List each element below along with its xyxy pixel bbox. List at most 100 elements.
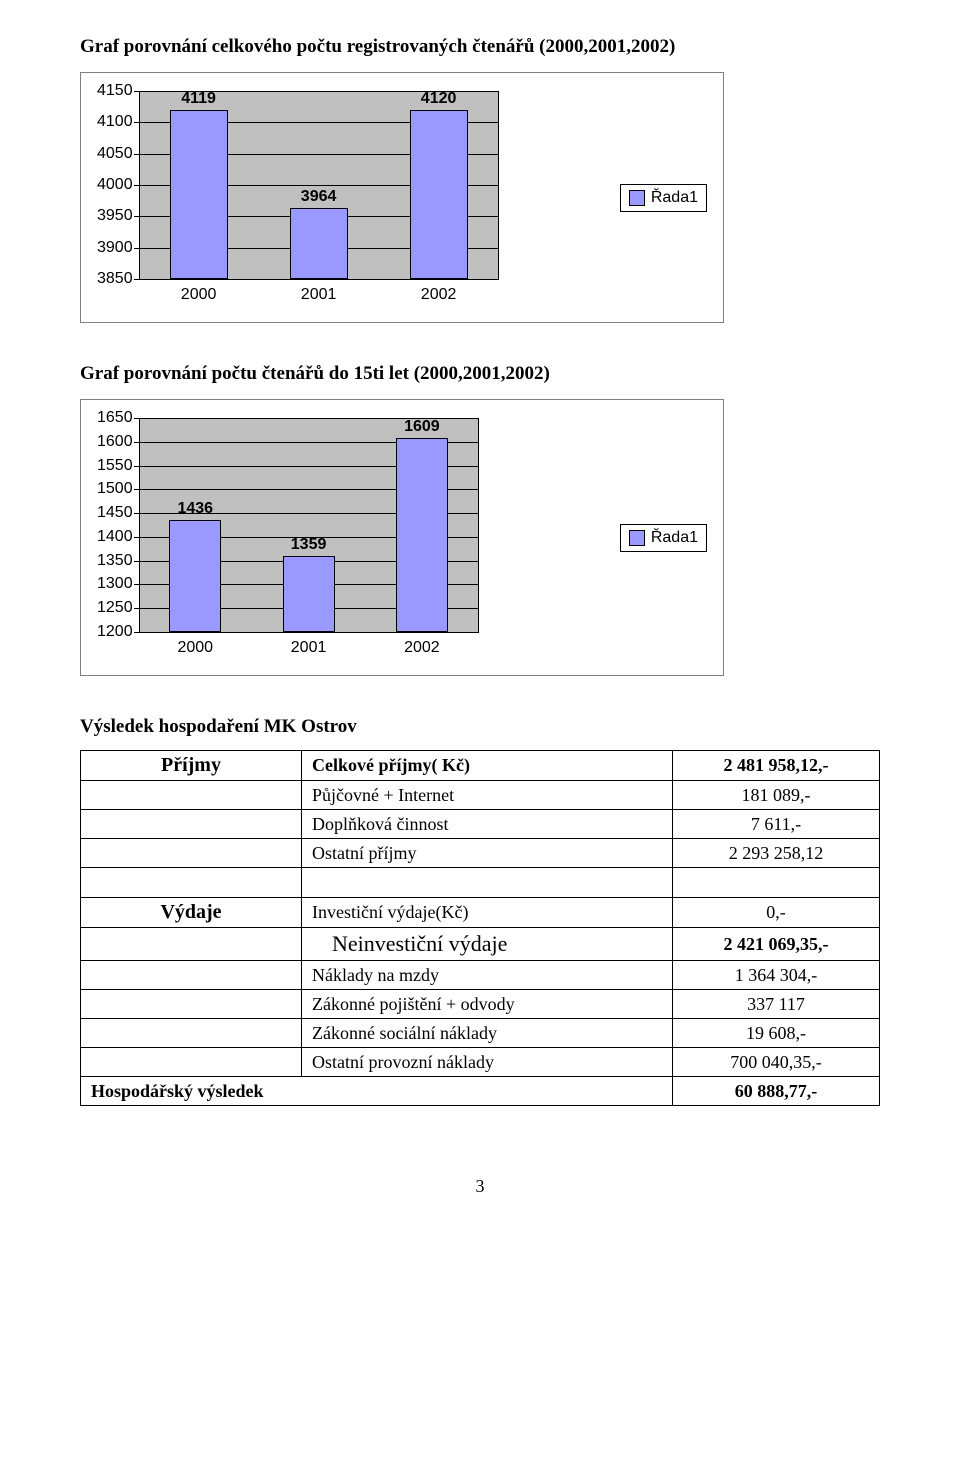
table-cell: 19 608,- xyxy=(673,1019,880,1048)
chart1-bars: 4119 3964 4120 xyxy=(139,90,499,279)
bar-value-label: 1436 xyxy=(177,500,213,518)
ytick-label: 3950 xyxy=(97,208,133,224)
chart2-bars: 143613591609 xyxy=(139,418,479,633)
ytick-label: 1500 xyxy=(97,481,133,497)
xtick-label: 2002 xyxy=(404,639,440,657)
chart2-legend-label: Řada1 xyxy=(651,529,698,547)
bar xyxy=(410,110,468,279)
table-row: PříjmyCelkové příjmy( Kč)2 481 958,12,- xyxy=(81,751,880,781)
table-cell: Hospodářský výsledek xyxy=(81,1077,673,1106)
xtick-label: 2000 xyxy=(177,639,213,657)
table-row: Doplňková činnost7 611,- xyxy=(81,810,880,839)
xtick-label: 2000 xyxy=(181,286,217,304)
ytick-label: 1400 xyxy=(97,529,133,545)
table-row: VýdajeInvestiční výdaje(Kč)0,- xyxy=(81,898,880,928)
chart2-legend-swatch xyxy=(629,530,645,546)
ytick-label: 1600 xyxy=(97,434,133,450)
table-cell: 181 089,- xyxy=(673,781,880,810)
ytick-label: 4100 xyxy=(97,114,133,130)
bar-slot: 1436 xyxy=(169,500,221,632)
ytick-label: 1250 xyxy=(97,600,133,616)
table-cell xyxy=(81,839,302,868)
table-cell: 0,- xyxy=(673,898,880,928)
table-cell: Náklady na mzdy xyxy=(302,961,673,990)
ytick-label: 3850 xyxy=(97,271,133,287)
table-cell xyxy=(81,990,302,1019)
chart2-yaxis-labels: 1650160015501500145014001350130012501200 xyxy=(97,410,139,640)
ytick-label: 1550 xyxy=(97,458,133,474)
table-row: Náklady na mzdy1 364 304,- xyxy=(81,961,880,990)
bar-value-label: 1609 xyxy=(404,418,440,436)
chart1-legend-swatch xyxy=(629,190,645,206)
chart1-yaxis-labels: 4150 4100 4050 4000 3950 3900 3850 xyxy=(97,83,139,287)
table-cell xyxy=(81,868,302,898)
table-cell: Zákonné pojištění + odvody xyxy=(302,990,673,1019)
table-cell: Ostatní příjmy xyxy=(302,839,673,868)
bar xyxy=(290,208,348,279)
ytick-label: 1300 xyxy=(97,576,133,592)
bar-slot: 4120 xyxy=(410,90,468,279)
ytick-label: 1450 xyxy=(97,505,133,521)
ytick-label: 4000 xyxy=(97,177,133,193)
chart1-xaxis-labels: 200020012002 xyxy=(139,286,499,304)
ytick-label: 3900 xyxy=(97,240,133,256)
ytick-label: 4050 xyxy=(97,146,133,162)
bar-slot: 4119 xyxy=(170,90,228,279)
table-row: Ostatní příjmy2 293 258,12 xyxy=(81,839,880,868)
table-cell xyxy=(81,810,302,839)
table-cell: Doplňková činnost xyxy=(302,810,673,839)
chart1-legend-label: Řada1 xyxy=(651,189,698,207)
table-cell: Celkové příjmy( Kč) xyxy=(302,751,673,781)
table-cell: Výdaje xyxy=(81,898,302,928)
chart2-legend: Řada1 xyxy=(620,524,707,552)
ytick-mark xyxy=(134,632,139,633)
bar-value-label: 4119 xyxy=(181,90,216,108)
table-cell xyxy=(673,868,880,898)
table-cell: 2 421 069,35,- xyxy=(673,928,880,961)
chart2-plot: 143613591609 xyxy=(139,418,479,633)
ytick-label: 1200 xyxy=(97,624,133,640)
xtick-label: 2002 xyxy=(421,286,457,304)
bar xyxy=(396,438,448,633)
table-cell: Neinvestiční výdaje xyxy=(302,928,673,961)
table-cell: Příjmy xyxy=(81,751,302,781)
table-row xyxy=(81,868,880,898)
table-cell xyxy=(81,928,302,961)
table-row: Hospodářský výsledek60 888,77,- xyxy=(81,1077,880,1106)
table-cell xyxy=(81,1048,302,1077)
table-cell xyxy=(81,961,302,990)
table-row: Zákonné sociální náklady19 608,- xyxy=(81,1019,880,1048)
table-cell: 2 293 258,12 xyxy=(673,839,880,868)
page-number: 3 xyxy=(80,1176,880,1197)
table-cell: 337 117 xyxy=(673,990,880,1019)
ytick-label: 4150 xyxy=(97,83,133,99)
chart2-box: 1650160015501500145014001350130012501200… xyxy=(80,399,724,676)
bar xyxy=(283,556,335,632)
ytick-mark xyxy=(134,279,139,280)
bar-value-label: 4120 xyxy=(421,90,457,108)
table-cell xyxy=(81,781,302,810)
chart1-legend: Řada1 xyxy=(620,184,707,212)
chart1-plot: 4119 3964 4120 xyxy=(139,91,499,280)
chart1-box: 4150 4100 4050 4000 3950 3900 3850 4119 3964 412… xyxy=(80,72,724,323)
table-cell: 700 040,35,- xyxy=(673,1048,880,1077)
results-table: PříjmyCelkové příjmy( Kč)2 481 958,12,-P… xyxy=(80,750,880,1106)
table-row: Ostatní provozní náklady700 040,35,- xyxy=(81,1048,880,1077)
chart2-xaxis-labels: 2000 2001 2002 xyxy=(139,639,479,657)
table-cell xyxy=(81,1019,302,1048)
table-cell: Investiční výdaje(Kč) xyxy=(302,898,673,928)
table-cell: 2 481 958,12,- xyxy=(673,751,880,781)
bar-slot: 3964 xyxy=(290,188,348,279)
heading-chart2: Graf porovnání počtu čtenářů do 15ti let… xyxy=(80,363,880,385)
heading-chart1: Graf porovnání celkového počtu registrov… xyxy=(80,36,880,58)
table-cell xyxy=(302,868,673,898)
xtick-label: 2001 xyxy=(291,639,327,657)
table-cell: 7 611,- xyxy=(673,810,880,839)
table-row: Zákonné pojištění + odvody337 117 xyxy=(81,990,880,1019)
bar xyxy=(170,110,228,279)
ytick-label: 1350 xyxy=(97,553,133,569)
table-cell: Půjčovné + Internet xyxy=(302,781,673,810)
heading-table: Výsledek hospodaření MK Ostrov xyxy=(80,716,880,738)
table-cell: 60 888,77,- xyxy=(673,1077,880,1106)
page: Graf porovnání celkového počtu registrov… xyxy=(0,0,960,1257)
